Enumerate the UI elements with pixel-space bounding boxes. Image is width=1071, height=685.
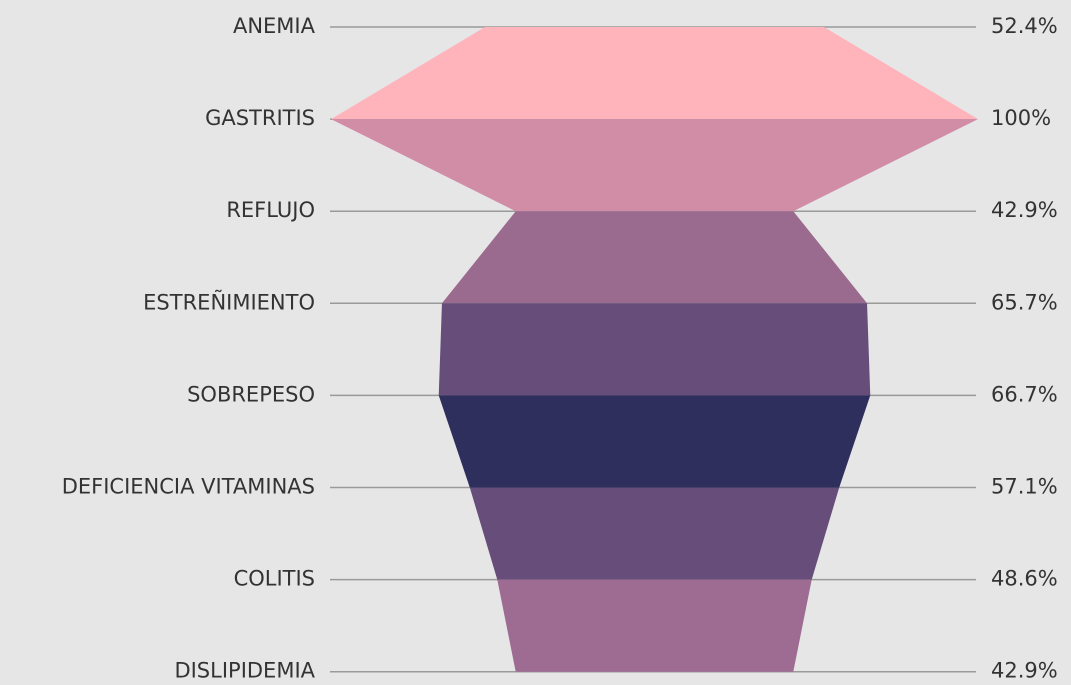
funnel-band (331, 119, 978, 212)
value-label: 100% (991, 106, 1051, 130)
value-label: 65.7% (991, 290, 1058, 314)
category-label: ESTREÑIMIENTO (143, 288, 315, 314)
value-label: 42.9% (991, 198, 1058, 222)
category-label: DEFICIENCIA VITAMINAS (62, 475, 315, 499)
funnel-band (438, 395, 871, 488)
category-label: REFLUJO (226, 198, 315, 222)
category-label: ANEMIA (233, 14, 316, 38)
category-label: GASTRITIS (205, 106, 315, 130)
category-label: SOBREPESO (187, 382, 315, 406)
funnel-band (438, 303, 871, 396)
category-label: DISLIPIDEMIA (174, 659, 315, 683)
value-label: 66.7% (991, 382, 1058, 406)
value-label: 48.6% (991, 567, 1058, 591)
funnel-band (331, 27, 978, 120)
funnel-band (497, 579, 812, 672)
funnel-band (441, 211, 868, 304)
value-label: 57.1% (991, 475, 1058, 499)
category-label: COLITIS (234, 567, 315, 591)
value-label: 52.4% (991, 14, 1058, 38)
funnel-band (469, 487, 840, 580)
value-label: 42.9% (991, 659, 1058, 683)
